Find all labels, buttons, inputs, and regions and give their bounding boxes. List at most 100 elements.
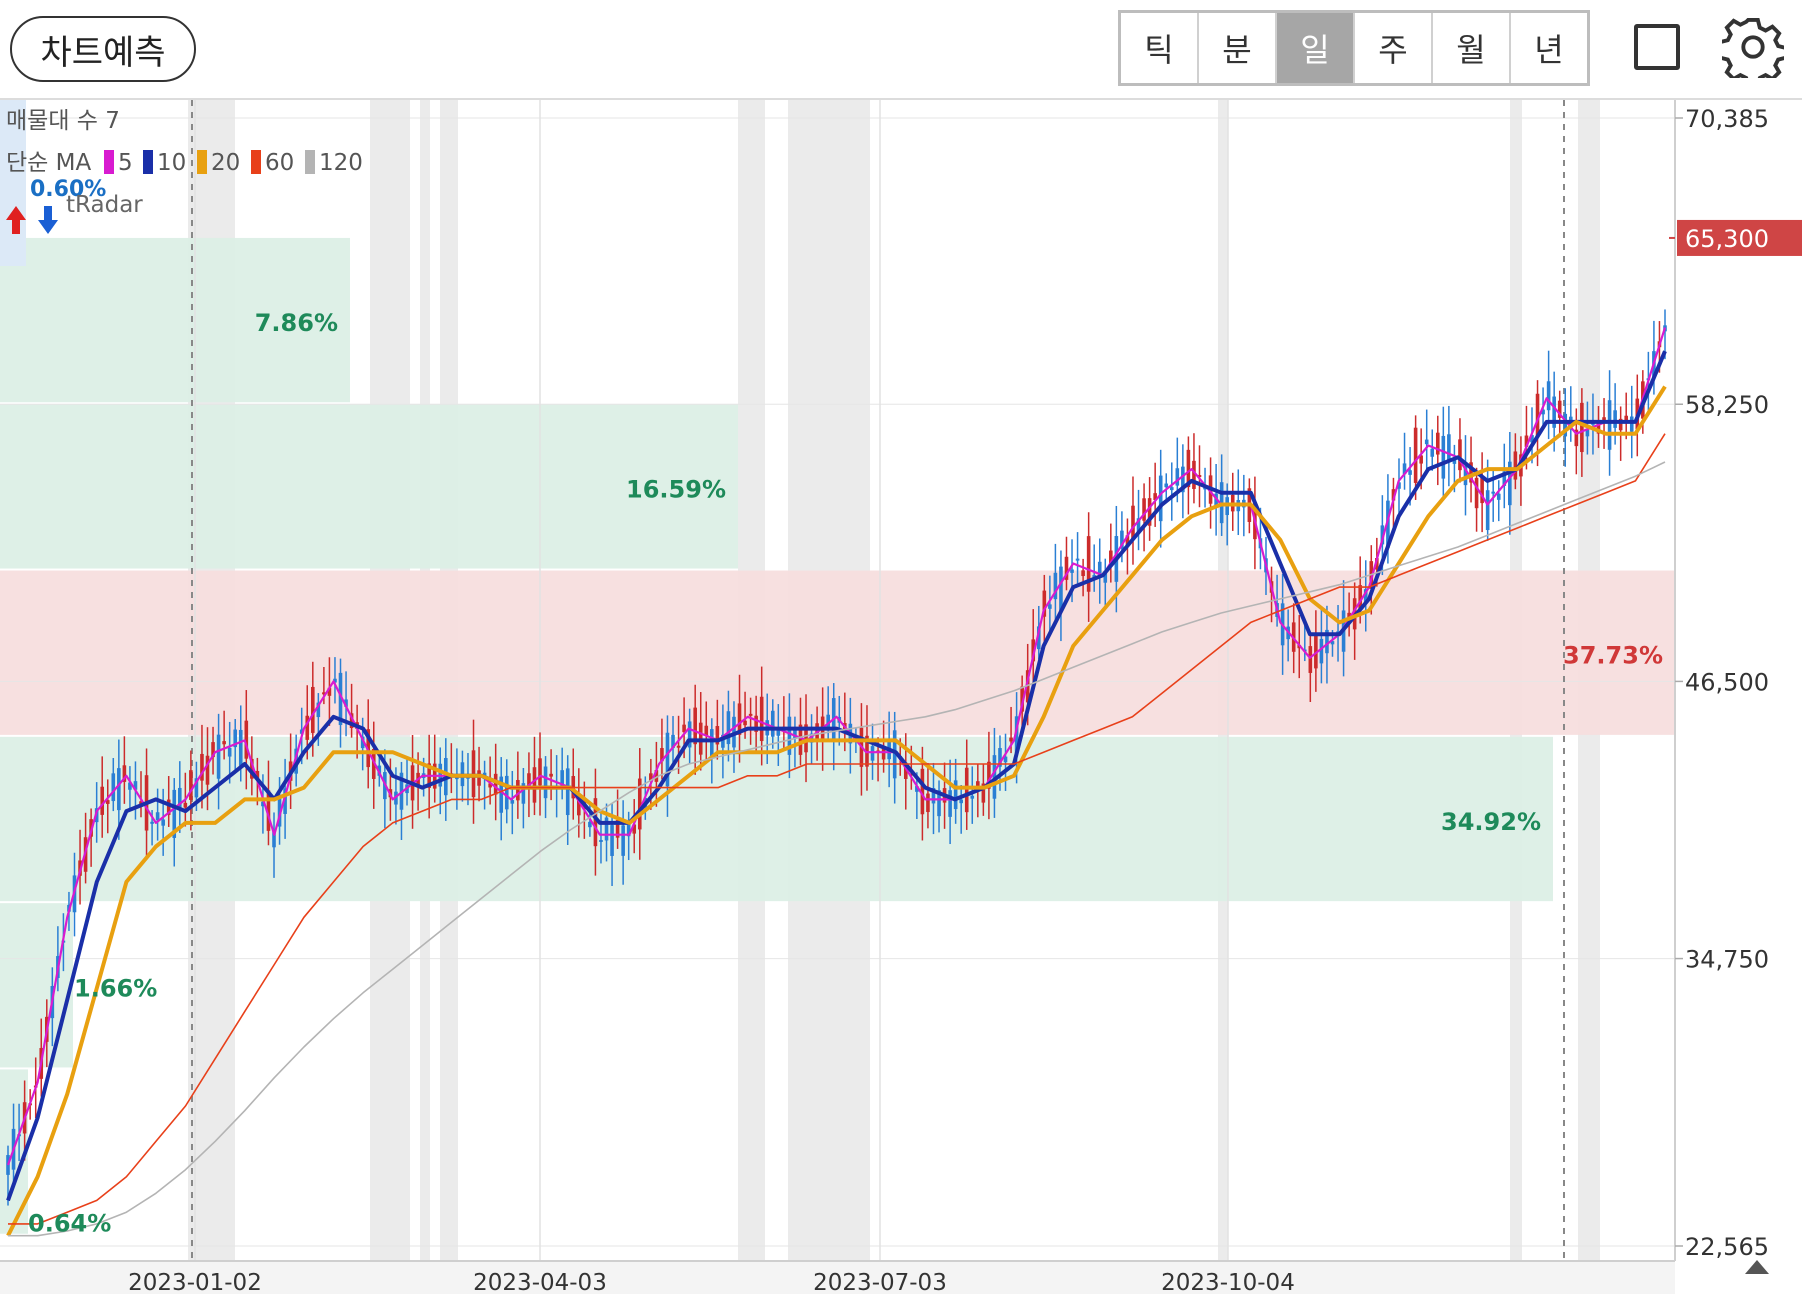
- candle-body: [1003, 756, 1008, 763]
- candle-body: [1508, 461, 1512, 506]
- candle-body: [1463, 465, 1468, 486]
- candle-body: [610, 825, 614, 856]
- candle-body: [499, 776, 504, 813]
- candle-body: [366, 729, 371, 768]
- candle-body: [150, 821, 154, 824]
- candle-body: [649, 773, 653, 782]
- candle-body: [759, 696, 764, 742]
- candle-body: [543, 766, 548, 799]
- candle-body: [327, 687, 332, 696]
- period-tab[interactable]: 주: [1355, 13, 1433, 83]
- candle-body: [676, 745, 681, 748]
- candle-body: [1059, 566, 1063, 612]
- candle-body: [1214, 493, 1218, 508]
- candle-body: [1358, 585, 1363, 610]
- volume-zone: [0, 570, 1675, 735]
- candle-body: [577, 797, 581, 816]
- candle-body: [338, 672, 343, 726]
- candle-body: [155, 812, 160, 821]
- candle-body: [250, 758, 254, 779]
- candle-body: [903, 762, 908, 779]
- candle-body: [1120, 530, 1124, 549]
- x-tick-label: 2023-01-02: [128, 1270, 262, 1294]
- candle-body: [1109, 550, 1113, 564]
- candle-body: [1458, 439, 1462, 471]
- candle-body: [128, 782, 132, 790]
- candle-body: [560, 770, 564, 789]
- candle-body: [1153, 493, 1157, 501]
- chart-predict-button[interactable]: 차트예측: [10, 16, 196, 82]
- candle-body: [588, 821, 592, 828]
- candle-body: [1402, 463, 1407, 475]
- candle-body: [1125, 535, 1130, 547]
- candle-body: [360, 736, 365, 749]
- volume-zone: [0, 404, 738, 569]
- candle-body: [1158, 475, 1163, 522]
- candle-body: [1447, 434, 1451, 462]
- zone-percent-label: 0.64%: [28, 1210, 111, 1238]
- candle-body: [1081, 570, 1085, 577]
- period-tab[interactable]: 분: [1199, 13, 1277, 83]
- candle-body: [776, 727, 781, 736]
- candle-body: [1031, 639, 1036, 662]
- zone-percent-label: 1.66%: [74, 974, 157, 1002]
- candle-body: [105, 800, 110, 804]
- candle-body: [1552, 396, 1556, 428]
- zone-percent-label: 16.59%: [626, 475, 726, 503]
- radar-percent-label: 0.60%: [30, 177, 106, 202]
- candle-body: [277, 794, 282, 827]
- axis-handle-icon[interactable]: [1745, 1260, 1769, 1274]
- candle-body: [715, 726, 720, 745]
- down-arrow-icon: [38, 206, 58, 234]
- candle-body: [1386, 500, 1390, 549]
- price-chart[interactable]: 7.86% 16.59% 37.73% 34.92% 1.66% 0.64% 70,385 5…: [0, 100, 1802, 1294]
- candle-body: [915, 786, 919, 792]
- ma-legend-period: 120: [319, 150, 363, 176]
- candle-body: [1147, 498, 1152, 526]
- zone-percent-label: 37.73%: [1563, 642, 1663, 670]
- candle-body: [261, 801, 265, 807]
- zone-percent-label: 34.92%: [1441, 808, 1541, 836]
- candle-body: [1424, 439, 1429, 445]
- candle-body: [593, 798, 598, 847]
- legend-highlight: [0, 100, 26, 266]
- candle-body: [1375, 558, 1379, 570]
- candle-body: [183, 802, 188, 808]
- candle-body: [637, 778, 642, 830]
- period-tab[interactable]: 년: [1534, 31, 1564, 69]
- candle-body: [926, 793, 930, 813]
- candle-body: [1408, 470, 1412, 475]
- candle-body: [1613, 410, 1617, 428]
- candle-body: [1607, 400, 1612, 450]
- candle-body: [205, 755, 210, 785]
- candle-body: [1530, 435, 1534, 443]
- candle-body: [1430, 448, 1435, 457]
- candle-body: [538, 758, 542, 786]
- candle-body: [1097, 561, 1102, 576]
- candle-body: [1048, 604, 1052, 609]
- candle-body: [1036, 626, 1041, 650]
- candle-body: [122, 765, 127, 782]
- candle-body: [748, 713, 753, 716]
- candle-body: [998, 748, 1002, 767]
- candle-body: [1413, 427, 1418, 483]
- candle-body: [737, 703, 742, 735]
- candle-body: [1585, 429, 1590, 437]
- period-tab[interactable]: 틱: [1121, 13, 1199, 83]
- ma-legend-swatch: [197, 150, 207, 174]
- candle-body: [599, 839, 603, 842]
- ma-legend-period: 20: [211, 150, 240, 176]
- candle-body: [1009, 737, 1013, 742]
- y-tick-label: 34,750: [1685, 946, 1769, 974]
- period-tab[interactable]: 일: [1277, 13, 1355, 83]
- candle-body: [660, 748, 664, 762]
- candle-body: [981, 783, 986, 803]
- gear-icon[interactable]: [1722, 16, 1784, 78]
- candle-body: [1618, 418, 1623, 431]
- candle-body: [1086, 536, 1091, 592]
- square-icon[interactable]: [1634, 24, 1680, 70]
- candle-body: [1325, 629, 1329, 654]
- candle-body: [1435, 432, 1440, 455]
- period-tab[interactable]: 월: [1433, 13, 1511, 83]
